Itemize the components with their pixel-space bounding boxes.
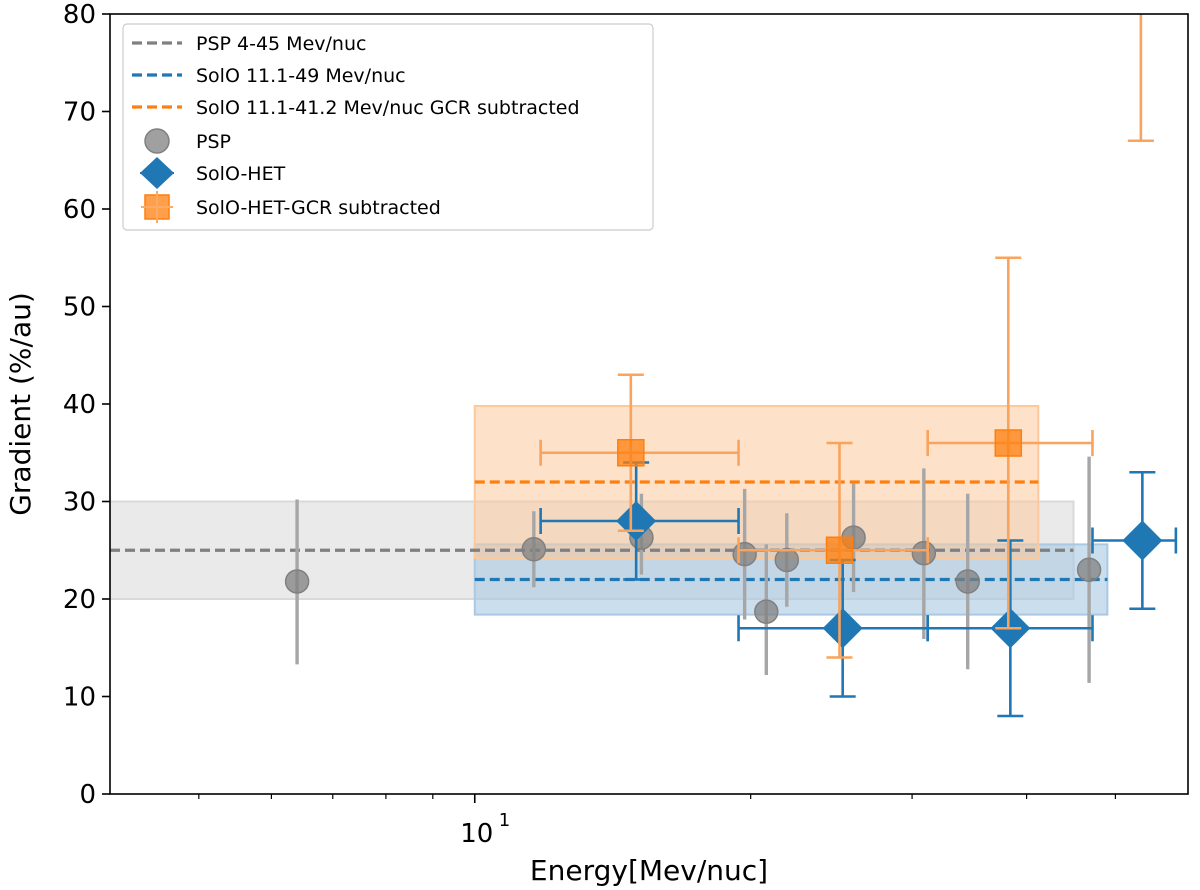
gcr-point xyxy=(617,439,645,467)
x-tick-label: 10 xyxy=(460,819,493,849)
legend-label-solo-mean: SolO 11.1-49 Mev/nuc xyxy=(196,65,406,87)
psp-point xyxy=(284,569,310,594)
legend-label-het: SolO-HET xyxy=(196,163,286,185)
legend-box xyxy=(122,23,654,231)
psp-point xyxy=(521,537,547,562)
psp-point xyxy=(1076,557,1102,582)
y-tick-label: 10 xyxy=(63,683,96,713)
y-tick-label: 50 xyxy=(63,293,96,323)
legend-marker-psp xyxy=(144,128,170,154)
y-tick-label: 30 xyxy=(63,488,96,518)
x-tick-exponent: 1 xyxy=(499,810,510,831)
psp-point xyxy=(955,569,980,594)
psp-point xyxy=(774,547,800,573)
y-tick-label: 80 xyxy=(63,0,96,30)
psp-point xyxy=(732,541,757,567)
legend-label-psp-mean: PSP 4-45 Mev/nuc xyxy=(196,33,366,55)
x-axis-label: Energy[Mev/nuc] xyxy=(530,854,768,887)
het-point xyxy=(1122,520,1163,561)
y-tick-label: 20 xyxy=(63,585,96,615)
legend-label-psp: PSP xyxy=(196,131,231,153)
legend-marker-het xyxy=(140,157,174,189)
y-tick-label: 70 xyxy=(63,98,96,128)
legend-label-gcr-mean: SolO 11.1-41.2 Mev/nuc GCR subtracted xyxy=(196,97,580,119)
y-tick-label: 40 xyxy=(63,390,96,420)
psp-point xyxy=(754,599,779,624)
het-point xyxy=(822,608,863,649)
y-tick-label: 0 xyxy=(79,780,96,810)
legend: PSP 4-45 Mev/nuc SolO 11.1-49 Mev/nuc So… xyxy=(122,23,654,231)
gcr-point xyxy=(825,536,854,564)
y-axis-label: Gradient (%/au) xyxy=(4,292,37,516)
psp-point xyxy=(911,540,937,566)
gcr-point xyxy=(994,429,1023,457)
y-tick-label: 60 xyxy=(63,195,96,225)
legend-label-gcr: SolO-HET-GCR subtracted xyxy=(196,197,441,219)
